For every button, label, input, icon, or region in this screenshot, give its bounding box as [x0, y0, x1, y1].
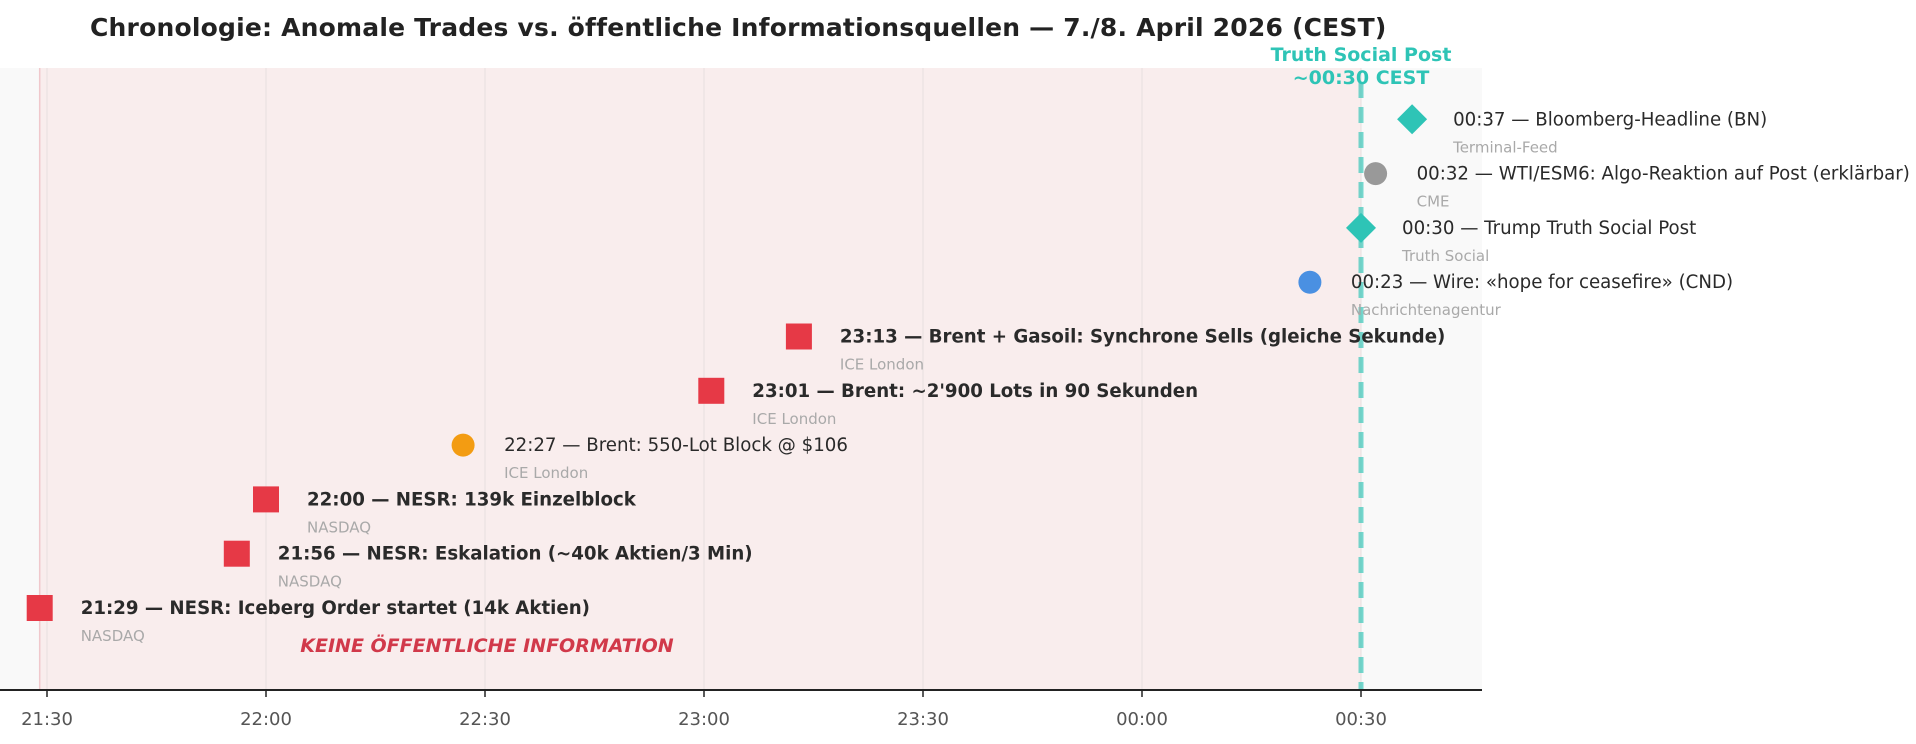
event-point: 00:23 — Wire: «hope for ceasefire» (CND)…: [1298, 270, 1733, 319]
event-marker-square: [26, 595, 53, 621]
event-marker-circle: [1364, 162, 1388, 186]
event-label: 23:13 — Brent + Gasoil: Synchrone Sells …: [840, 327, 1445, 348]
event-label: 00:37 — Bloomberg-Headline (BN): [1453, 109, 1767, 130]
event-marker-diamond: [1346, 212, 1376, 243]
event-label: 00:30 — Trump Truth Social Post: [1402, 218, 1696, 239]
x-tick-label: 00:00: [1116, 709, 1168, 730]
event-marker-diamond: [1397, 104, 1428, 135]
event-marker-square: [785, 323, 812, 350]
event-point: 00:30 — Trump Truth Social Post Truth Soc…: [1346, 212, 1696, 265]
event-label: 22:27 — Brent: 550-Lot Block @ $106: [504, 435, 848, 456]
event-source: ICE London: [504, 464, 588, 482]
event-label: 22:00 — NESR: 139k Einzelblock: [307, 489, 637, 510]
event-source: NASDAQ: [307, 518, 371, 536]
no-public-info-annotation: KEINE ÖFFENTLICHE INFORMATION: [300, 633, 674, 657]
event-point: 22:00 — NESR: 139k Einzelblock NASDAQ: [253, 486, 637, 536]
event-point: 23:13 — Brent + Gasoil: Synchrone Sells …: [785, 323, 1445, 374]
marker-line-label: Truth Social Post: [1271, 44, 1452, 66]
event-source: ICE London: [840, 356, 924, 374]
x-tick-label: 23:00: [678, 709, 730, 730]
event-source: Nachrichtenagentur: [1351, 301, 1502, 319]
event-marker-square: [698, 377, 725, 404]
x-tick-label: 00:30: [1335, 709, 1387, 730]
event-point: 00:37 — Bloomberg-Headline (BN) Terminal-…: [1397, 104, 1767, 156]
event-marker-square: [253, 486, 279, 513]
event-marker-circle: [451, 433, 475, 457]
x-tick-label: 21:30: [21, 709, 73, 730]
event-marker-circle: [1298, 270, 1322, 294]
event-source: NASDAQ: [81, 627, 145, 645]
event-source: Truth Social: [1401, 247, 1489, 265]
event-point: 22:27 — Brent: 550-Lot Block @ $106 ICE L…: [451, 433, 848, 482]
event-label: 21:29 — NESR: Iceberg Order startet (14k…: [81, 598, 590, 619]
event-source: ICE London: [752, 410, 836, 428]
event-point: 23:01 — Brent: ~2'900 Lots in 90 Sekunde…: [698, 377, 1198, 428]
event-label: 00:32 — WTI/ESM6: Algo-Reaktion auf Post…: [1417, 164, 1910, 185]
event-marker-square: [223, 540, 250, 567]
event-point: 21:29 — NESR: Iceberg Order startet (14k…: [26, 595, 590, 645]
chart-title: Chronologie: Anomale Trades vs. öffentli…: [90, 13, 1387, 42]
event-source: CME: [1417, 193, 1450, 211]
event-label: 00:23 — Wire: «hope for ceasefire» (CND): [1351, 272, 1733, 293]
x-tick-label: 22:30: [459, 709, 511, 730]
x-tick-label: 22:00: [240, 709, 292, 730]
event-label: 21:56 — NESR: Eskalation (~40k Aktien/3 …: [278, 544, 753, 565]
marker-line-sublabel: ~00:30 CEST: [1293, 67, 1430, 89]
event-point: 00:32 — WTI/ESM6: Algo-Reaktion auf Post…: [1364, 162, 1910, 211]
event-source: NASDAQ: [278, 573, 342, 591]
event-label: 23:01 — Brent: ~2'900 Lots in 90 Sekunde…: [752, 381, 1198, 402]
event-point: 21:56 — NESR: Eskalation (~40k Aktien/3 …: [223, 540, 753, 591]
event-source: Terminal-Feed: [1452, 138, 1558, 156]
x-tick-label: 23:30: [897, 709, 949, 730]
